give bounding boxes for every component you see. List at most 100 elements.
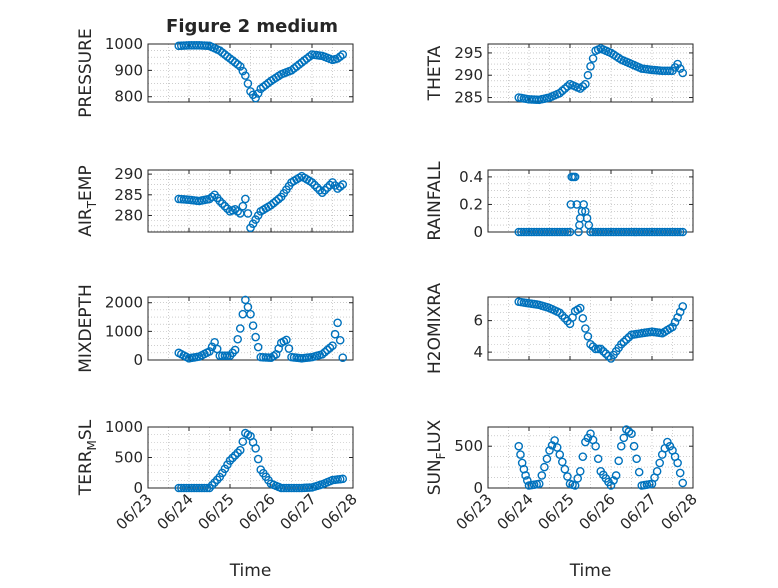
data-point bbox=[207, 192, 217, 202]
data-point bbox=[328, 341, 337, 350]
data-point bbox=[678, 68, 688, 78]
axes-box bbox=[487, 169, 694, 233]
data-point bbox=[338, 180, 348, 189]
y-axis-label: TERRMSL bbox=[76, 419, 99, 496]
data-point bbox=[627, 429, 636, 438]
data-point bbox=[558, 457, 567, 467]
data-point bbox=[212, 475, 222, 485]
data-point bbox=[663, 66, 672, 76]
y-axis-label: H2OMIXRA bbox=[425, 283, 445, 374]
data-point bbox=[581, 79, 590, 89]
y-tick-label: 295 bbox=[454, 44, 483, 62]
data-point bbox=[202, 41, 212, 51]
data-point bbox=[200, 41, 209, 50]
y-tick-label: 0 bbox=[133, 351, 143, 369]
data-point bbox=[655, 458, 664, 468]
data-point bbox=[220, 351, 230, 361]
data-point bbox=[673, 458, 682, 468]
data-point bbox=[611, 471, 621, 480]
subplot-6: 4 6 H2OMIXRA bbox=[425, 283, 694, 374]
data-point bbox=[320, 185, 330, 195]
data-point bbox=[583, 70, 593, 80]
data-point bbox=[583, 433, 593, 443]
data-point bbox=[575, 303, 585, 313]
data-point bbox=[673, 227, 682, 237]
data-point bbox=[230, 345, 240, 355]
y-axis-label: AIRTEMP bbox=[76, 165, 99, 236]
y-tick-label: 1000 bbox=[105, 418, 143, 436]
data-point bbox=[264, 353, 273, 362]
data-point bbox=[581, 437, 590, 447]
data-point bbox=[619, 337, 629, 347]
data-point bbox=[338, 474, 348, 484]
y-axis-label: PRESSURE bbox=[76, 28, 96, 117]
data-point bbox=[555, 450, 565, 459]
axes-box bbox=[147, 296, 354, 361]
data-point bbox=[274, 194, 283, 204]
data-point bbox=[624, 427, 634, 436]
data-point bbox=[614, 456, 623, 466]
axes-box bbox=[487, 43, 694, 103]
data-point bbox=[670, 317, 680, 327]
data-point bbox=[241, 194, 250, 204]
y-tick-label: 290 bbox=[114, 165, 143, 183]
data-point bbox=[575, 84, 585, 93]
data-point bbox=[241, 295, 250, 305]
data-point bbox=[233, 448, 242, 458]
y-axis-label: RAINFALL bbox=[425, 161, 445, 241]
data-point bbox=[583, 332, 593, 341]
data-point bbox=[230, 204, 240, 214]
data-point bbox=[330, 329, 340, 339]
y-tick-label: 4 bbox=[473, 343, 483, 361]
data-point bbox=[238, 437, 248, 446]
data-point bbox=[335, 335, 345, 345]
data-point bbox=[271, 196, 281, 206]
y-tick-label: 800 bbox=[114, 88, 143, 106]
data-point bbox=[534, 479, 544, 489]
data-point bbox=[588, 54, 598, 63]
data-point bbox=[238, 66, 248, 76]
data-point bbox=[537, 471, 547, 480]
data-point bbox=[673, 59, 682, 69]
data-point bbox=[632, 454, 641, 464]
data-point bbox=[333, 318, 342, 328]
y-axis-label: SUNFLUX bbox=[425, 419, 448, 495]
y-tick-label: 0 bbox=[473, 479, 483, 497]
data-point bbox=[599, 347, 608, 356]
axes-box bbox=[487, 426, 694, 489]
data-point bbox=[570, 172, 580, 182]
data-point bbox=[207, 342, 217, 352]
data-point bbox=[540, 462, 549, 472]
data-point bbox=[312, 183, 322, 192]
data-point bbox=[251, 93, 260, 103]
data-point bbox=[282, 335, 291, 345]
data-point bbox=[663, 437, 672, 447]
y-tick-label: 1000 bbox=[105, 35, 143, 53]
data-point bbox=[609, 476, 618, 485]
data-point bbox=[675, 468, 685, 478]
data-point bbox=[246, 309, 255, 319]
data-point bbox=[566, 200, 576, 209]
data-point bbox=[317, 188, 327, 198]
y-tick-label: 500 bbox=[454, 437, 483, 455]
data-point bbox=[325, 343, 335, 353]
data-point bbox=[575, 466, 585, 476]
data-point bbox=[243, 79, 253, 88]
data-point bbox=[220, 201, 230, 211]
x-axis-label: Time bbox=[229, 561, 272, 581]
data-point bbox=[573, 474, 582, 483]
data-point bbox=[238, 201, 248, 211]
data-point bbox=[555, 308, 565, 318]
y-tick-label: 2000 bbox=[105, 294, 143, 312]
y-tick-label: 0 bbox=[133, 479, 143, 497]
data-point bbox=[634, 467, 644, 477]
data-point bbox=[521, 471, 530, 480]
data-point bbox=[228, 453, 237, 463]
data-point bbox=[563, 472, 572, 481]
data-point bbox=[266, 200, 276, 210]
data-point bbox=[284, 344, 294, 353]
data-point bbox=[207, 480, 217, 490]
data-point bbox=[555, 88, 565, 98]
